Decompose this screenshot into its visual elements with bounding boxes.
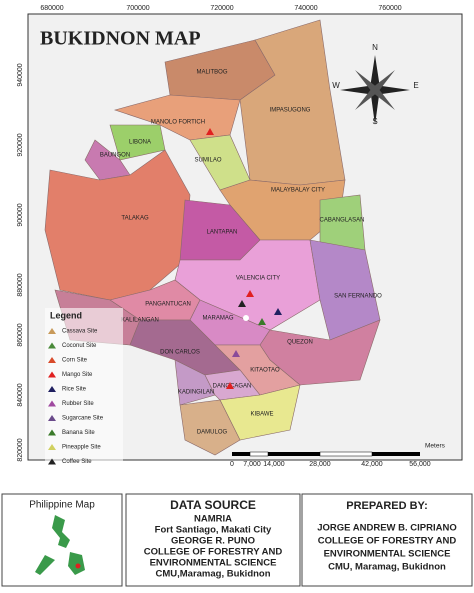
legend-label: Sugarcane Site bbox=[62, 416, 104, 422]
x-coordinates: 680000 700000 720000 740000 760000 bbox=[40, 5, 401, 12]
region-label: IMPASUGONG bbox=[270, 108, 311, 114]
source-line: COLLEGE OF FORESTRY AND bbox=[144, 547, 283, 558]
compass-e: E bbox=[413, 81, 418, 90]
y-coordinates: 940000 920000 900000 880000 860000 84000… bbox=[17, 63, 24, 461]
y-coord: 940000 bbox=[17, 63, 24, 86]
region-label: SUMILAO bbox=[194, 158, 221, 164]
prepared-line: JORGE ANDREW B. CIPRIANO bbox=[317, 523, 457, 534]
legend-marker bbox=[48, 429, 56, 436]
site-marker bbox=[258, 318, 266, 325]
legend-label: Coconut Site bbox=[62, 343, 97, 349]
scale-label: 42,000 bbox=[361, 461, 383, 468]
y-coord: 860000 bbox=[17, 323, 24, 346]
site-marker bbox=[226, 382, 234, 389]
source-title: DATA SOURCE bbox=[170, 498, 256, 512]
scale-unit: Meters bbox=[425, 443, 446, 450]
compass-n: N bbox=[372, 43, 378, 52]
site-marker bbox=[246, 290, 254, 297]
legend-marker bbox=[48, 357, 56, 363]
y-coord: 840000 bbox=[17, 383, 24, 406]
x-coord: 680000 bbox=[40, 5, 63, 12]
x-coord: 700000 bbox=[126, 5, 149, 12]
prepared-title: PREPARED BY: bbox=[346, 500, 428, 512]
source-line: CMU,Maramag, Bukidnon bbox=[155, 569, 270, 580]
region-label: KALILANGAN bbox=[121, 318, 159, 324]
site-marker bbox=[274, 308, 282, 315]
y-coord: 920000 bbox=[17, 133, 24, 156]
legend-label: Coffee Site bbox=[62, 459, 92, 465]
x-coord: 720000 bbox=[210, 5, 233, 12]
legend-label: Corn Site bbox=[62, 358, 88, 364]
site-marker bbox=[206, 128, 214, 135]
region-label: LIBONA bbox=[129, 140, 151, 146]
region-label: KADINGILAN bbox=[178, 390, 214, 396]
compass: N S E W bbox=[332, 43, 418, 126]
x-coord: 740000 bbox=[294, 5, 317, 12]
y-coord: 880000 bbox=[17, 273, 24, 296]
region-label: QUEZON bbox=[287, 340, 313, 346]
legend-label: Banana Site bbox=[62, 430, 95, 436]
region-label: TALAKAG bbox=[121, 216, 149, 222]
compass-s: S bbox=[372, 117, 377, 126]
x-coord: 760000 bbox=[378, 5, 401, 12]
region-label: PANGANTUCAN bbox=[145, 302, 191, 308]
prepared-line: COLLEGE OF FORESTRY AND bbox=[318, 536, 457, 547]
scale-label: 0 bbox=[230, 461, 234, 468]
region-label: DAMULOG bbox=[197, 430, 228, 436]
source-line: NAMRIA bbox=[194, 514, 232, 525]
legend-marker bbox=[48, 386, 56, 392]
region-label: LANTAPAN bbox=[207, 230, 238, 236]
legend-label: Pineapple Site bbox=[62, 445, 101, 451]
map-title: BUKIDNON MAP bbox=[40, 28, 201, 50]
region-label: CABANGLASAN bbox=[319, 218, 364, 224]
region-label: DON CARLOS bbox=[160, 350, 200, 356]
site-marker bbox=[238, 300, 246, 307]
legend-marker bbox=[48, 400, 56, 407]
legend-label: Mango Site bbox=[62, 372, 93, 378]
legend-marker bbox=[48, 371, 56, 378]
region-label: VALENCIA CITY bbox=[236, 276, 280, 282]
region bbox=[179, 399, 241, 456]
prepared-line: ENVIRONMENTAL SCIENCE bbox=[324, 549, 451, 560]
inset-map bbox=[35, 515, 85, 575]
source-line: Fort Santiago, Makati City bbox=[155, 525, 272, 536]
region-label: MANOLO FORTICH bbox=[151, 120, 205, 126]
site-markers bbox=[206, 128, 282, 389]
legend-title: Legend bbox=[50, 310, 82, 320]
legend-label: Rubber Site bbox=[62, 401, 94, 407]
legend-marker bbox=[48, 458, 56, 465]
region-label: MARAMAG bbox=[202, 316, 233, 322]
region-label: BAUNGON bbox=[100, 153, 130, 159]
region-label: KITAOTAO bbox=[250, 368, 280, 374]
source-line: ENVIRONMENTAL SCIENCE bbox=[150, 558, 277, 569]
scale-bar: Meters 0 7,000 14,000 28,000 42,000 56,0… bbox=[230, 443, 446, 468]
site-marker bbox=[243, 315, 249, 321]
source-line: GEORGE R. PUNO bbox=[171, 536, 255, 547]
scale-label: 14,000 bbox=[263, 461, 285, 468]
region-label: MALAYBALAY CITY bbox=[271, 188, 325, 194]
prepared-line: CMU, Maramag, Bukidnon bbox=[328, 562, 446, 573]
legend-label: Rice Site bbox=[62, 387, 87, 393]
legend-marker bbox=[48, 444, 56, 450]
scale-label: 7,000 bbox=[243, 461, 261, 468]
regions bbox=[44, 19, 381, 456]
y-coord: 900000 bbox=[17, 203, 24, 226]
scale-label: 56,000 bbox=[409, 461, 431, 468]
region-label: MALITBOG bbox=[196, 70, 227, 76]
inset-title: Philippine Map bbox=[29, 500, 95, 511]
legend-marker bbox=[48, 328, 56, 334]
site-marker bbox=[232, 350, 240, 357]
region-label: KIBAWE bbox=[250, 412, 273, 418]
y-coord: 820000 bbox=[17, 438, 24, 461]
legend-marker bbox=[48, 342, 56, 349]
legend-marker bbox=[48, 415, 56, 421]
legend: Legend Cassava Site Coconut Site Corn Site… bbox=[45, 308, 123, 468]
legend-label: Cassava Site bbox=[62, 329, 98, 335]
compass-w: W bbox=[332, 81, 340, 90]
region-label: SAN FERNANDO bbox=[334, 294, 382, 300]
scale-label: 28,000 bbox=[309, 461, 331, 468]
